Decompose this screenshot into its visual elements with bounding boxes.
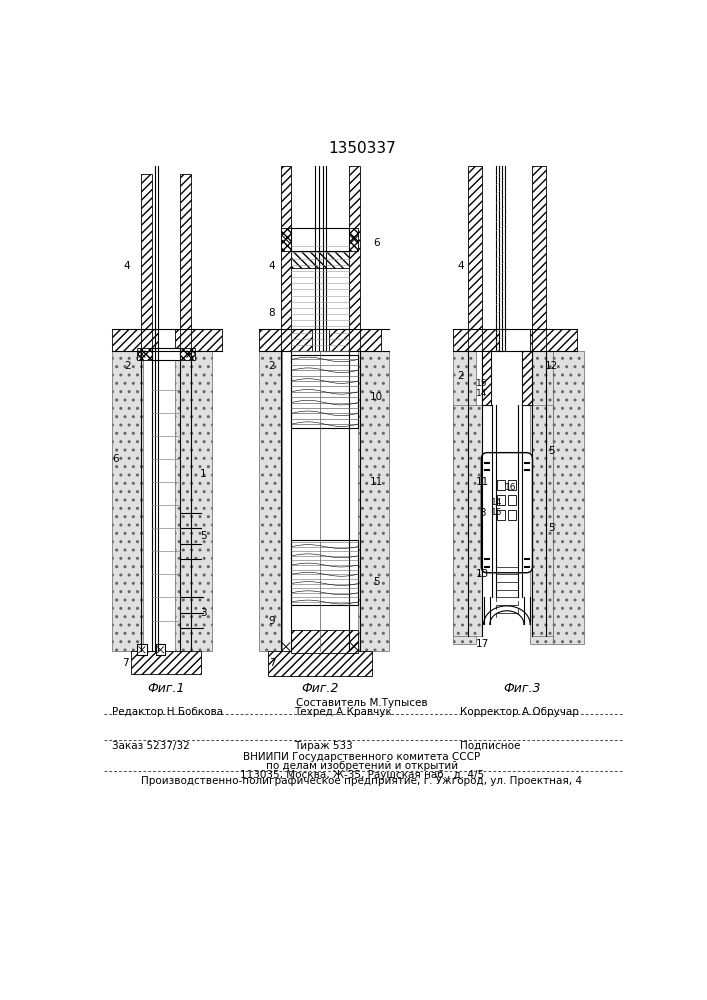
Bar [497, 495, 505, 505]
Text: Фиг.3: Фиг.3 [503, 682, 541, 695]
Text: 11: 11 [370, 477, 383, 487]
Bar [530, 351, 554, 644]
Bar [554, 351, 585, 644]
Bar [291, 243, 349, 251]
Bar [349, 166, 360, 351]
Bar [112, 329, 158, 351]
Bar [175, 329, 222, 351]
Bar [452, 405, 482, 636]
Text: 17: 17 [475, 639, 489, 649]
Bar [291, 251, 349, 268]
Text: 7: 7 [122, 658, 129, 668]
Bar [112, 351, 143, 651]
Bar [141, 174, 152, 351]
Text: 4: 4 [457, 261, 464, 271]
Text: 1350337: 1350337 [328, 141, 396, 156]
Bar [175, 351, 212, 651]
FancyBboxPatch shape [481, 453, 532, 573]
Bar [291, 355, 358, 428]
Text: Фиг.1: Фиг.1 [147, 682, 185, 695]
Text: Фиг.2: Фиг.2 [301, 682, 339, 695]
Text: 7: 7 [269, 658, 275, 668]
Bar [530, 329, 577, 351]
Bar [281, 166, 291, 351]
Text: по делам изобретений и открытий: по делам изобретений и открытий [266, 761, 458, 771]
Bar [497, 480, 505, 490]
Bar [508, 510, 516, 520]
Bar [291, 630, 358, 653]
Text: Тираж 533: Тираж 533 [293, 741, 353, 751]
Text: 5: 5 [200, 531, 206, 541]
Bar [452, 329, 499, 351]
Text: Заказ 5237/32: Заказ 5237/32 [112, 741, 189, 751]
Bar [522, 351, 532, 405]
Text: 113035, Москва, Ж-35, Раушская наб., д. 4/5: 113035, Москва, Ж-35, Раушская наб., д. … [240, 770, 484, 780]
Text: 2: 2 [457, 371, 464, 381]
Text: 1: 1 [200, 469, 206, 479]
Text: 14: 14 [491, 498, 503, 507]
Bar [532, 166, 546, 351]
Text: Производственно-полиграфическое предприятие, г. Ужгород, ул. Проектная, 4: Производственно-полиграфическое предприя… [141, 776, 583, 786]
Bar [291, 228, 349, 251]
Bar [180, 174, 191, 351]
Text: 4: 4 [269, 261, 275, 271]
Text: 16: 16 [505, 483, 517, 492]
Text: Редактор Н.Бобкова: Редактор Н.Бобкова [112, 707, 223, 717]
Bar [259, 329, 312, 351]
Text: 4: 4 [124, 261, 130, 271]
Bar [281, 228, 358, 251]
Bar [291, 540, 358, 605]
Text: Составитель М.Тупысев: Составитель М.Тупысев [296, 698, 428, 708]
Text: 9: 9 [269, 615, 275, 626]
Text: 15: 15 [491, 508, 503, 517]
Bar [358, 351, 389, 651]
Text: 10: 10 [370, 392, 383, 402]
Text: 13: 13 [475, 569, 489, 579]
Bar [452, 351, 476, 644]
Bar [482, 351, 491, 405]
Bar [137, 644, 146, 655]
Text: Корректор А.Обручар: Корректор А.Обручар [460, 707, 579, 717]
Bar [497, 510, 505, 520]
Text: 3: 3 [479, 508, 486, 518]
Bar [259, 351, 282, 651]
Text: 6: 6 [373, 238, 380, 248]
Text: 3: 3 [200, 608, 206, 618]
Bar [268, 651, 372, 676]
Text: 2: 2 [269, 361, 275, 371]
Bar [508, 480, 516, 490]
Text: 8: 8 [269, 308, 275, 318]
Bar [152, 348, 180, 360]
Bar [131, 651, 201, 674]
Text: 6: 6 [112, 454, 119, 464]
Bar [508, 495, 516, 505]
Text: 14: 14 [477, 389, 488, 398]
Text: 5: 5 [373, 577, 380, 587]
Text: 2: 2 [124, 361, 130, 371]
Text: ВНИИПИ Государственного комитета СССР: ВНИИПИ Государственного комитета СССР [243, 752, 481, 762]
Text: 15: 15 [477, 379, 488, 388]
Text: 11: 11 [475, 477, 489, 487]
Text: 5: 5 [549, 523, 555, 533]
Text: 12: 12 [545, 361, 559, 371]
Text: Техред А.Кравчук: Техред А.Кравчук [293, 707, 392, 717]
Bar [137, 348, 194, 360]
Bar [468, 166, 482, 351]
Text: 5: 5 [549, 446, 555, 456]
Text: Подписное: Подписное [460, 741, 521, 751]
Bar [532, 405, 554, 636]
Bar [156, 644, 165, 655]
Bar [329, 329, 381, 351]
